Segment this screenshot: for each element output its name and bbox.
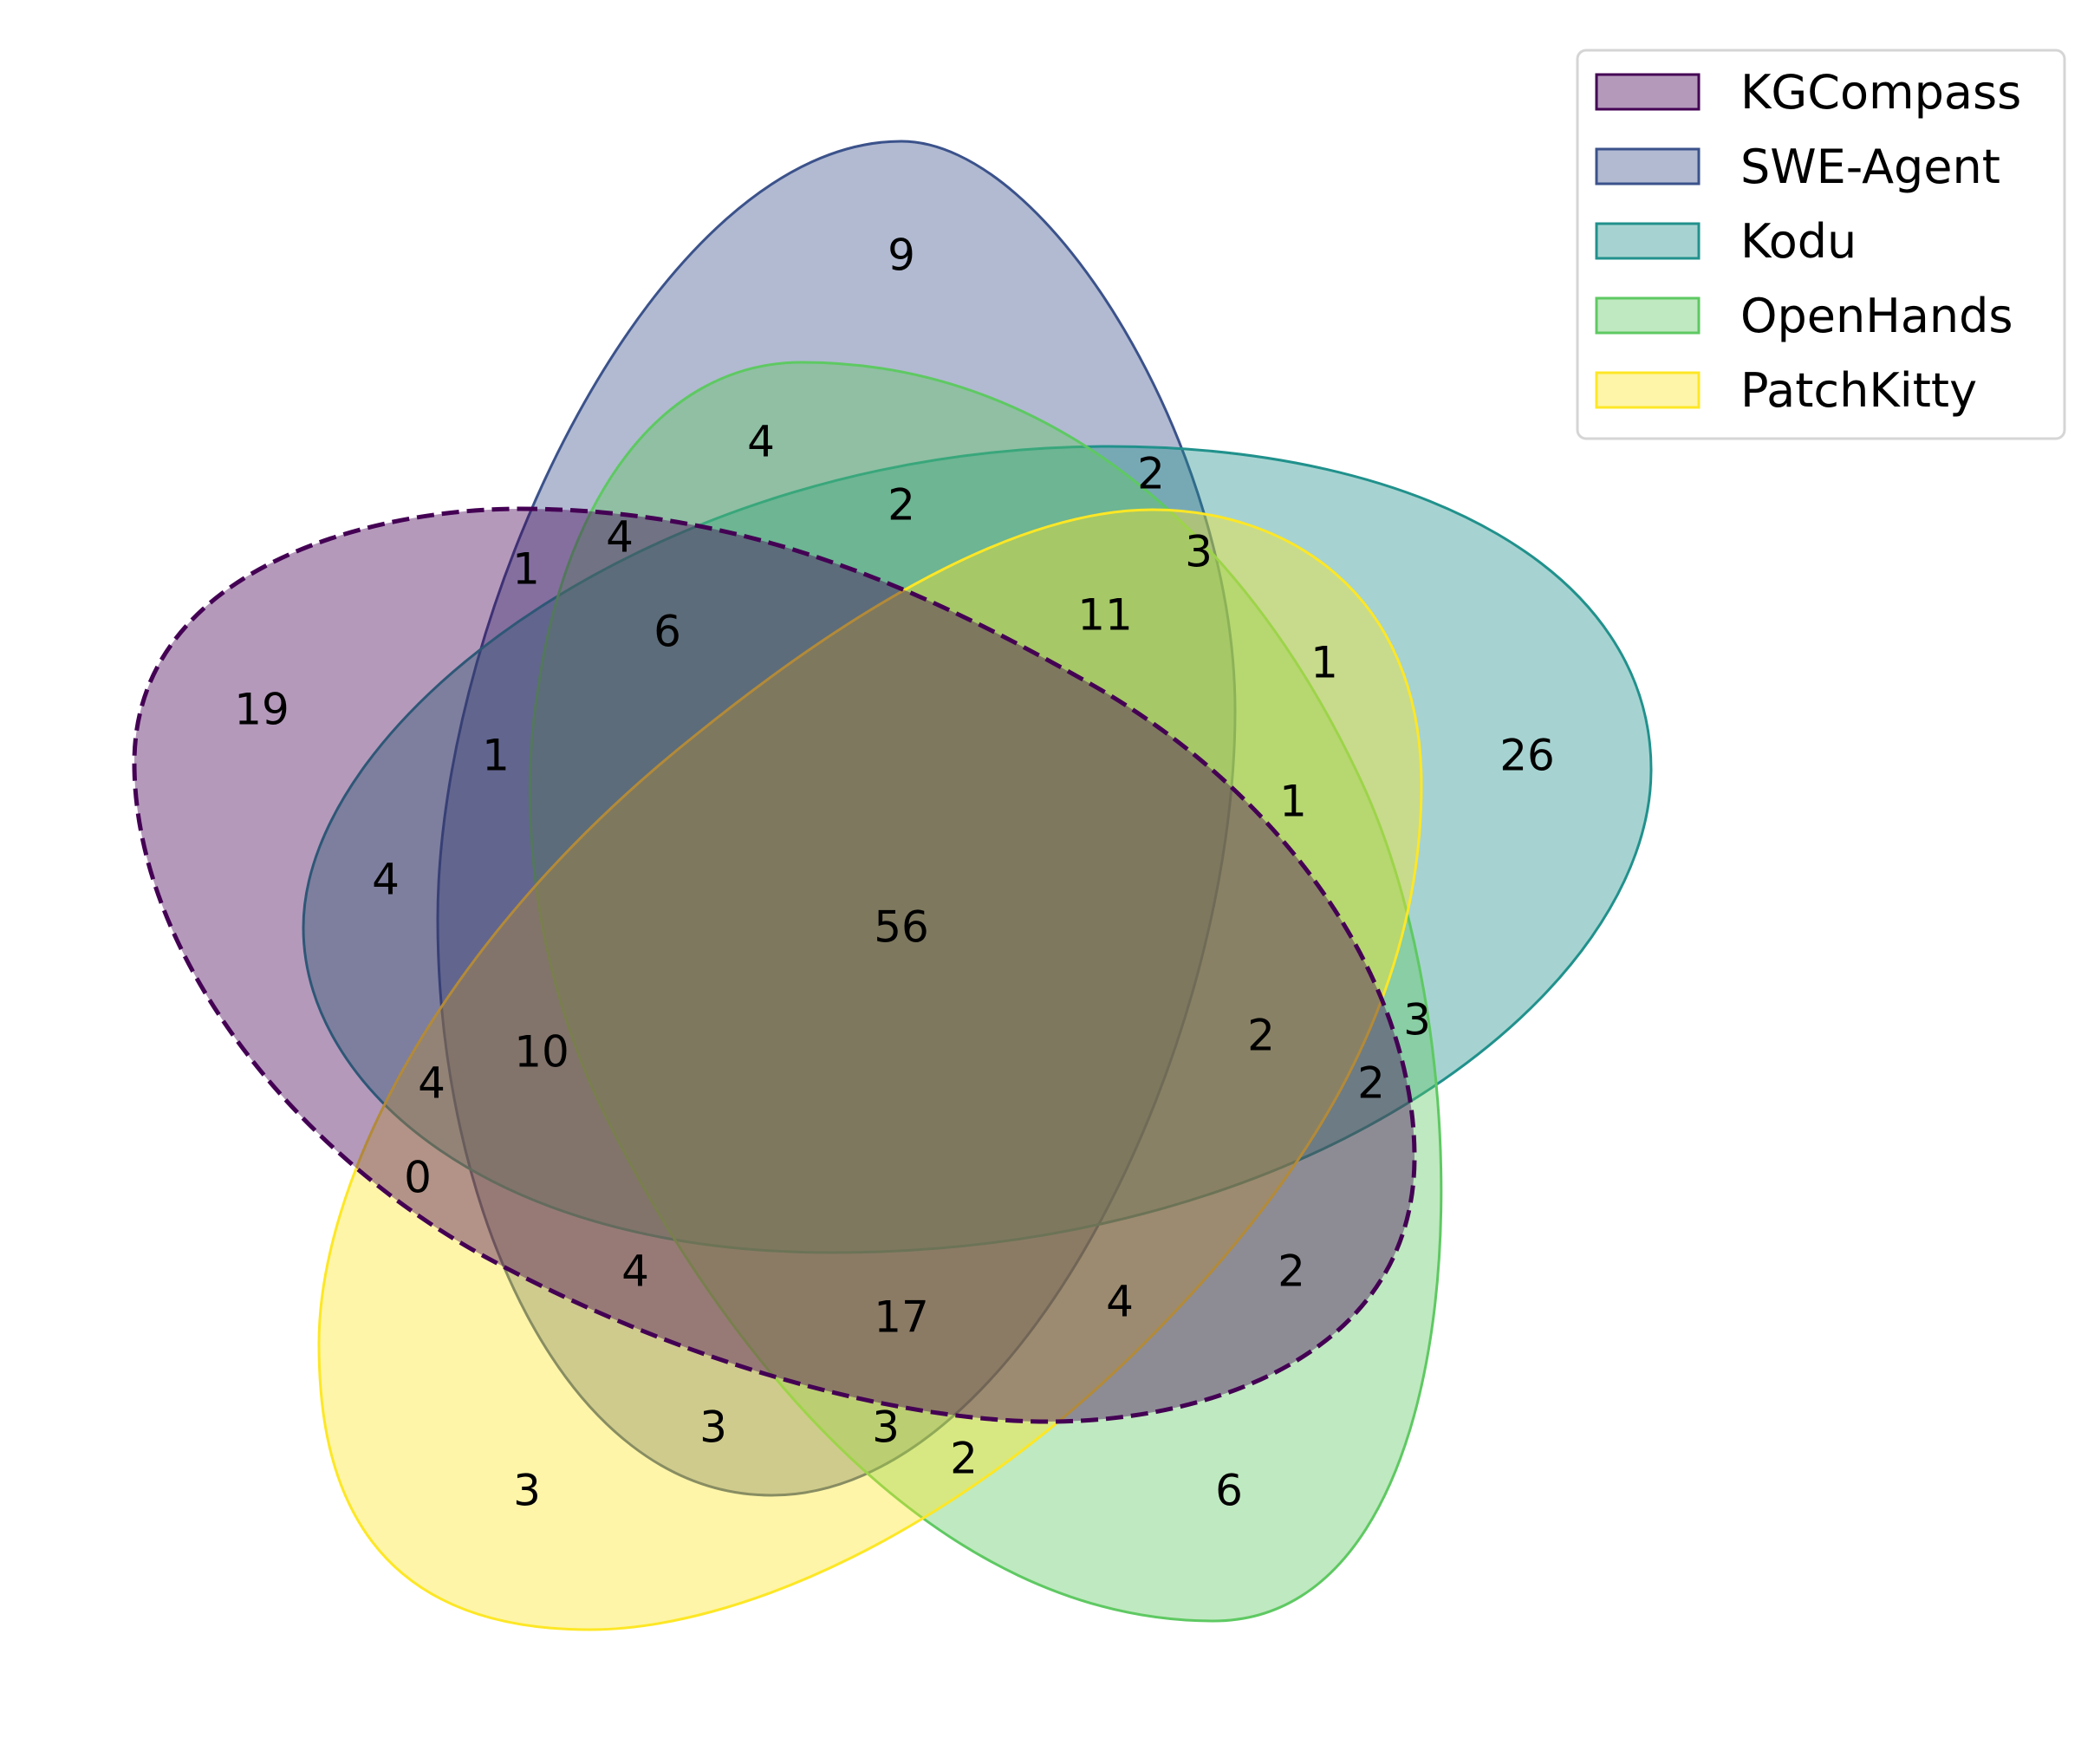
region-label: 2 [888, 480, 915, 531]
region-label: 4 [606, 512, 634, 563]
region-label: 19 [234, 685, 289, 735]
region-label: 2 [1357, 1058, 1385, 1109]
legend-swatch [1595, 73, 1701, 111]
region-label: 11 [1077, 590, 1133, 641]
legend-item-kgcompass: KGCompass [1595, 65, 2021, 120]
region-label: 9 [888, 231, 915, 281]
legend-swatch [1595, 371, 1701, 409]
region-label: 6 [1215, 1466, 1243, 1516]
region-label: 2 [1247, 1011, 1275, 1061]
region-label: 4 [621, 1247, 649, 1297]
legend-item-kodu: Kodu [1595, 214, 1857, 269]
region-label: 56 [874, 902, 929, 953]
legend-item-openhands: OpenHands [1595, 289, 2013, 343]
region-label: 1 [482, 731, 510, 781]
legend-label: SWE-Agent [1740, 140, 2000, 194]
region-label: 10 [514, 1027, 569, 1077]
region-label: 1 [1310, 638, 1338, 688]
region-label: 4 [418, 1058, 445, 1109]
legend-swatch [1595, 296, 1701, 335]
legend: KGCompass SWE-Agent Kodu OpenHands Patch… [1576, 49, 2066, 440]
region-labels: 9 4 2 2 3 1 4 6 11 1 19 26 1 1 4 56 3 2 … [234, 231, 1555, 1516]
legend-label: PatchKitty [1740, 363, 1977, 418]
venn-sets [132, 140, 1653, 1631]
region-label: 3 [1403, 995, 1431, 1045]
region-label: 3 [513, 1466, 541, 1516]
region-label: 2 [950, 1434, 978, 1484]
region-label: 4 [747, 417, 775, 467]
region-label: 2 [1137, 449, 1165, 499]
region-label: 3 [872, 1403, 900, 1453]
legend-label: OpenHands [1740, 289, 2013, 343]
region-label: 17 [874, 1292, 929, 1343]
legend-label: KGCompass [1740, 65, 2021, 120]
set-patchkitty [317, 508, 1423, 1631]
region-label: 6 [654, 607, 681, 657]
region-label: 0 [404, 1153, 432, 1203]
legend-swatch [1595, 147, 1701, 186]
legend-swatch [1595, 222, 1701, 260]
region-label: 3 [699, 1403, 727, 1453]
set-openhands [528, 361, 1443, 1623]
legend-item-patchkitty: PatchKitty [1595, 363, 1977, 418]
legend-label: Kodu [1740, 214, 1857, 269]
set-swe-agent [436, 140, 1237, 1497]
legend-item-swe-agent: SWE-Agent [1595, 140, 2000, 194]
region-label: 1 [1279, 777, 1307, 827]
region-label: 3 [1185, 527, 1213, 577]
region-label: 4 [1106, 1277, 1134, 1327]
region-label: 4 [372, 855, 400, 905]
region-label: 26 [1499, 731, 1555, 781]
region-label: 2 [1278, 1247, 1305, 1297]
region-label: 1 [512, 544, 540, 595]
set-kgcompass [132, 506, 1417, 1424]
legend-frame [1576, 49, 2066, 440]
set-kodu [302, 445, 1653, 1254]
